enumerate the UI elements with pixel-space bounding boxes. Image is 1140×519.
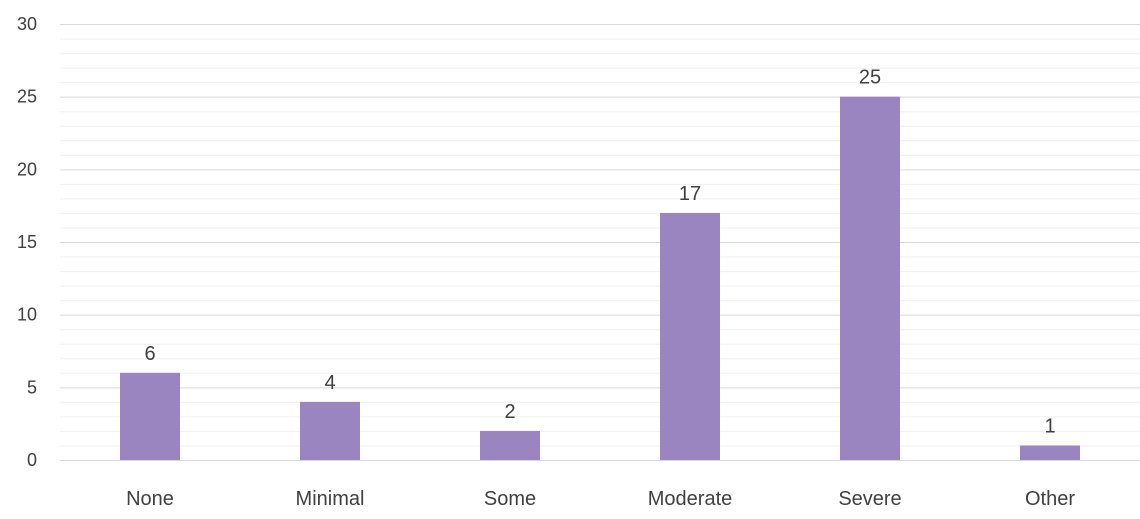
x-category-label: None bbox=[126, 488, 174, 510]
y-tick-label: 5 bbox=[27, 377, 37, 397]
gridlines bbox=[60, 24, 1140, 461]
bar bbox=[300, 401, 360, 460]
y-tick-label: 30 bbox=[17, 14, 37, 34]
x-axis-categories: None Minimal Some Moderate Severe Other bbox=[126, 488, 1075, 510]
bar bbox=[120, 372, 180, 460]
x-category-label: Other bbox=[1025, 488, 1075, 510]
x-category-label: Moderate bbox=[648, 488, 733, 510]
data-label: 2 bbox=[504, 401, 515, 423]
y-tick-label: 15 bbox=[17, 232, 37, 252]
y-axis-ticks: 0 5 10 15 20 25 30 bbox=[17, 14, 37, 470]
y-tick-label: 10 bbox=[17, 305, 37, 325]
x-category-label: Severe bbox=[838, 488, 901, 510]
x-category-label: Minimal bbox=[296, 488, 365, 510]
data-label: 6 bbox=[144, 343, 155, 365]
bar bbox=[660, 212, 720, 460]
bar bbox=[1020, 445, 1080, 460]
data-label: 1 bbox=[1044, 415, 1055, 437]
y-tick-label: 20 bbox=[17, 159, 37, 179]
data-label: 17 bbox=[679, 183, 701, 205]
bar bbox=[840, 96, 900, 461]
y-tick-label: 0 bbox=[27, 450, 37, 470]
data-label: 25 bbox=[859, 67, 881, 89]
data-labels: 6 4 2 17 25 1 bbox=[144, 67, 1055, 438]
bars bbox=[120, 96, 1080, 461]
data-label: 4 bbox=[324, 372, 335, 394]
y-tick-label: 25 bbox=[17, 87, 37, 107]
x-category-label: Some bbox=[484, 488, 536, 510]
bar bbox=[480, 430, 540, 460]
